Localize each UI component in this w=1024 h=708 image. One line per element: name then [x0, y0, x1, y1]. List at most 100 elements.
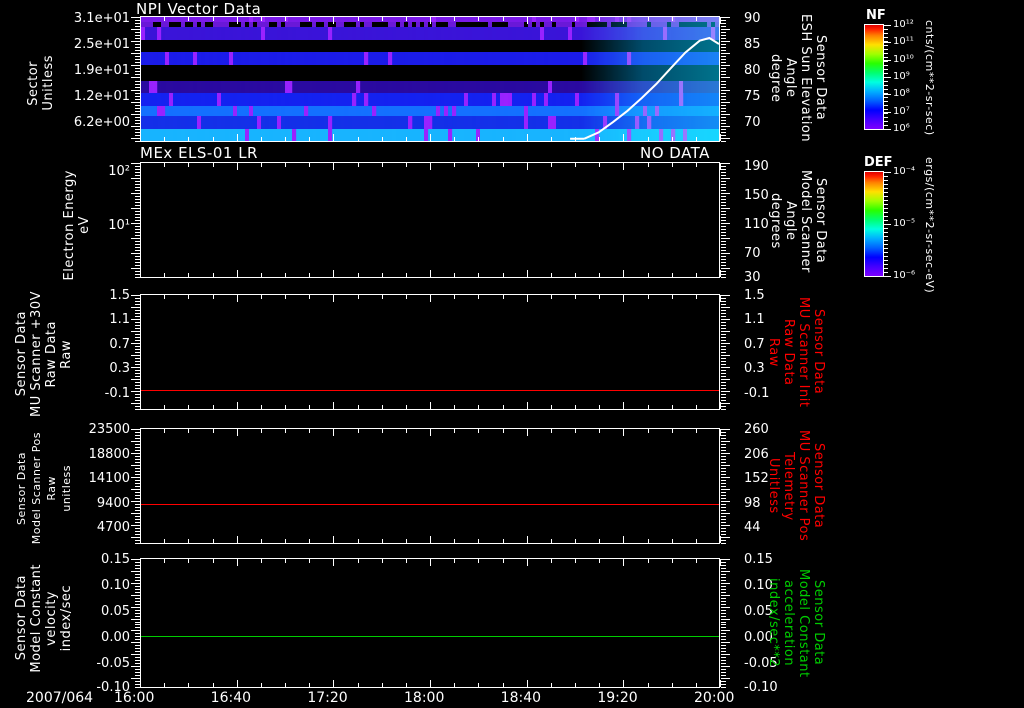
axis-minor-tick	[131, 571, 140, 572]
xaxis-minor-tick	[140, 163, 141, 167]
xaxis-minor-tick	[454, 405, 455, 409]
xaxis-minor-tick	[164, 429, 165, 433]
axis-minor-tick	[721, 74, 726, 75]
axis-minor-tick	[721, 44, 726, 45]
xaxis-minor-tick	[406, 273, 407, 277]
xaxis-minor-tick	[309, 405, 310, 409]
axis-minor-tick	[135, 229, 140, 230]
axis-minor-tick	[721, 669, 726, 670]
axis-minor-tick	[135, 613, 140, 614]
axis-minor-tick	[721, 169, 726, 170]
axis-minor-tick	[721, 184, 726, 185]
colorbar-minor-tick	[884, 49, 888, 50]
colorbar-minor-tick	[884, 117, 888, 118]
xaxis-minor-tick	[648, 559, 649, 563]
ytick-r-p1-3: 75	[744, 89, 761, 104]
xaxis-minor-tick	[188, 295, 189, 299]
xaxis-minor-tick	[382, 137, 383, 141]
ytick-p3-0: 1.5	[109, 288, 130, 303]
xaxis-minor-tick	[406, 163, 407, 167]
ytick-p5-5: -0.10	[96, 680, 130, 695]
axis-minor-tick	[131, 102, 140, 103]
axis-minor-tick	[135, 622, 140, 623]
ytick-p4-4: 4700	[96, 520, 130, 535]
ytick-p5-4: -0.05	[96, 656, 130, 671]
axis-minor-tick	[135, 639, 140, 640]
axis-minor-tick	[721, 361, 726, 362]
xaxis-minor-tick	[261, 429, 262, 433]
xaxis-minor-tick	[696, 405, 697, 409]
axis-minor-tick	[721, 23, 726, 24]
colorbar-minor-tick	[884, 101, 888, 102]
esh-line4: degree	[768, 53, 783, 103]
xaxis-minor-tick	[503, 17, 504, 21]
axis-minor-tick	[135, 376, 140, 377]
xaxis-minor-tick	[188, 539, 189, 543]
xaxis-minor-tick	[261, 137, 262, 141]
axis-minor-tick	[135, 310, 140, 311]
axis-minor-tick	[131, 501, 140, 502]
axis-minor-tick	[721, 241, 726, 242]
xaxis-minor-tick	[382, 273, 383, 277]
colorbar-minor-tick	[884, 268, 888, 269]
axis-minor-tick	[135, 438, 140, 439]
xaxis-minor-tick	[720, 539, 721, 543]
axis-minor-tick	[135, 589, 140, 590]
xaxis-minor-tick	[237, 137, 238, 141]
xaxis-tick-19-20: 19:20	[597, 690, 638, 706]
axis-minor-tick	[135, 580, 140, 581]
colorbar-def-units: ergs/(cm**2-sr-sec-eV)	[922, 157, 937, 293]
axis-minor-tick	[721, 657, 726, 658]
xaxis-minor-tick	[237, 683, 238, 687]
colorbar-minor-tick	[884, 25, 888, 26]
axis-minor-tick	[135, 262, 140, 263]
msa-line4: degrees	[768, 193, 783, 249]
axis-minor-tick	[135, 663, 140, 664]
axis-label-sector: Sector Unitless	[26, 28, 56, 138]
xaxis-minor-tick	[551, 429, 552, 433]
axis-minor-tick	[135, 81, 140, 82]
axis-minor-tick	[721, 540, 726, 541]
axis-minor-tick	[721, 586, 726, 587]
axis-minor-tick	[135, 586, 140, 587]
axis-minor-tick	[135, 316, 140, 317]
axis-label-esh-sun-elevation: degree Angle ESH Sun Elevation Sensor Da…	[768, 13, 828, 143]
axis-minor-tick	[721, 589, 726, 590]
axis-minor-tick	[721, 205, 726, 206]
xaxis-minor-tick	[720, 683, 721, 687]
axis-minor-tick	[721, 562, 726, 563]
axis-minor-tick	[721, 391, 730, 392]
axis-minor-tick	[721, 47, 726, 48]
xaxis-minor-tick	[696, 429, 697, 433]
esh-line2: ESH Sun Elevation	[798, 13, 813, 143]
xaxis-minor-tick	[188, 429, 189, 433]
trace-model-constant-velocity	[141, 636, 719, 637]
xaxis-minor-tick	[527, 295, 528, 299]
axis-minor-tick	[135, 565, 140, 566]
xaxis-minor-tick	[140, 683, 141, 687]
colorbar-tick-label: 10¹¹	[893, 36, 914, 48]
axis-minor-tick	[135, 510, 140, 511]
axis-minor-tick	[135, 56, 140, 57]
axis-minor-tick	[721, 81, 726, 82]
axis-minor-tick	[721, 217, 726, 218]
xaxis-minor-tick	[140, 405, 141, 409]
ytick-r-p5-5: -0.10	[744, 680, 778, 695]
axis-minor-tick	[721, 310, 726, 311]
colorbar-def-units-text: ergs/(cm**2-sr-sec-eV)	[923, 156, 936, 294]
axis-minor-tick	[721, 651, 726, 652]
axis-minor-tick	[721, 583, 730, 584]
axis-minor-tick	[135, 298, 140, 299]
axis-minor-tick	[721, 316, 726, 317]
trace-model-scanner-pos	[141, 504, 719, 505]
xaxis-minor-tick	[430, 683, 431, 687]
colorbar-minor-tick	[884, 85, 888, 86]
xaxis-minor-tick	[188, 163, 189, 167]
axis-minor-tick	[131, 489, 140, 490]
xaxis-minor-tick	[164, 405, 165, 409]
axis-minor-tick	[721, 26, 726, 27]
xaxis-tick-18-00: 18:00	[404, 690, 445, 706]
axis-minor-tick	[721, 684, 726, 685]
mu30-line1: Sensor Data	[14, 311, 29, 397]
xaxis-minor-tick	[164, 683, 165, 687]
